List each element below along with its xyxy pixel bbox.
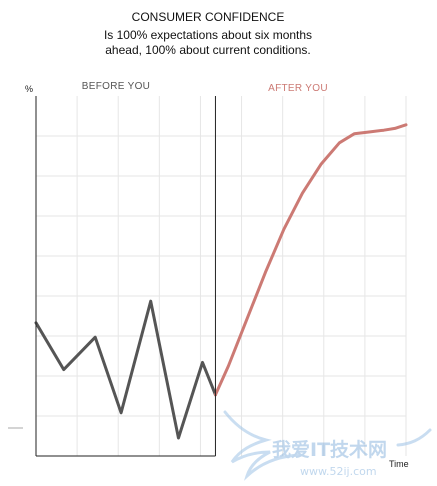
grid-lines bbox=[36, 96, 407, 456]
region-label-after: AFTER YOU bbox=[268, 83, 328, 94]
watermark: 我爱IT技术网 www.52ij.com bbox=[223, 410, 432, 481]
series-line-after bbox=[213, 123, 408, 397]
watermark-wing-icon bbox=[223, 410, 302, 481]
watermark-url: www.52ij.com bbox=[300, 465, 377, 478]
watermark-text: 我爱IT技术网 bbox=[272, 438, 387, 461]
chart-subtitle-line-2: ahead, 100% about current conditions. bbox=[105, 43, 310, 57]
series-line-before bbox=[34, 299, 217, 440]
region-label-before: BEFORE YOU bbox=[82, 81, 150, 92]
series-layer bbox=[34, 123, 408, 440]
chart-title: CONSUMER CONFIDENCE bbox=[132, 10, 285, 24]
watermark-wing-icon-right bbox=[396, 428, 432, 447]
y-axis-label: % bbox=[25, 84, 33, 94]
chart-subtitle-line-1: Is 100% expectations about six months bbox=[104, 28, 312, 42]
x-axis-label: Time bbox=[389, 459, 409, 469]
